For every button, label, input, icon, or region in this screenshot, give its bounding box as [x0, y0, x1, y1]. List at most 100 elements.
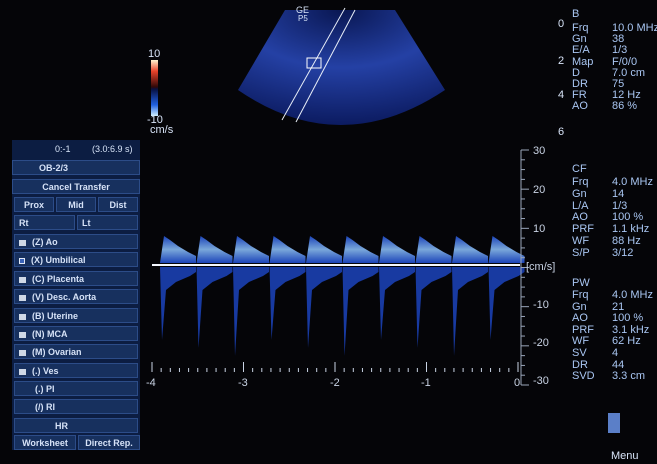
probe-model: P5: [298, 13, 308, 25]
preset-tab[interactable]: OB-2/3: [12, 160, 140, 175]
param-name-text: SV: [572, 347, 587, 359]
vessel-item[interactable]: (M) Ovarian: [14, 344, 138, 359]
depth-label-text: 2: [558, 55, 564, 67]
vessel-item[interactable]: (V) Desc. Aorta: [14, 289, 138, 304]
mode-title-text: PW: [572, 277, 590, 289]
param-value: 1/3: [612, 44, 627, 56]
mode-title-text: CF: [572, 163, 587, 175]
forward-flow: [489, 236, 525, 263]
vessel-item[interactable]: (Z) Ao: [14, 234, 138, 249]
param-value-text: 100 %: [612, 312, 643, 324]
param-value: 86 %: [612, 100, 637, 112]
param-name-text: DR: [572, 78, 588, 90]
menu-button[interactable]: Menu: [611, 450, 639, 462]
side-button[interactable]: Rt: [14, 215, 75, 230]
position-button[interactable]: Dist: [98, 197, 138, 212]
measurement-item[interactable]: (.) PI: [14, 381, 138, 396]
forward-flow: [233, 236, 269, 263]
param-value: 21: [612, 301, 624, 313]
param-value: 1/3: [612, 200, 627, 212]
time-label-text: 0: [514, 377, 520, 389]
param-name: PRF: [572, 324, 594, 336]
footer-button-text: Direct Rep.: [85, 438, 133, 448]
forward-flow: [416, 236, 452, 263]
velocity-label-text: 10: [533, 223, 545, 235]
param-value: 62 Hz: [612, 335, 641, 347]
param-value: F/0/0: [612, 56, 637, 68]
mode-title: CF: [572, 163, 587, 175]
reverse-flow: [197, 267, 233, 348]
param-value-text: 100 %: [612, 211, 643, 223]
measurement-item[interactable]: (/) RI: [14, 399, 138, 414]
footer-button[interactable]: Worksheet: [14, 435, 76, 450]
measurement-item[interactable]: HR: [14, 418, 138, 433]
param-value-text: 14: [612, 188, 624, 200]
param-value-text: 1.1 kHz: [612, 223, 649, 235]
vessel-item[interactable]: (C) Placenta: [14, 271, 138, 286]
vessel-item[interactable]: (B) Uterine: [14, 308, 138, 323]
param-name-text: D: [572, 67, 580, 79]
velocity-label: 20: [533, 184, 545, 196]
velocity-label: -20: [533, 337, 549, 349]
item-icon: [19, 350, 26, 356]
forward-flow: [343, 236, 379, 263]
param-value-text: 75: [612, 78, 624, 90]
param-value-text: 38: [612, 33, 624, 45]
menu-button-text: Menu: [611, 450, 639, 462]
velocity-label: -30: [533, 375, 549, 387]
param-value: 12 Hz: [612, 89, 641, 101]
param-value-text: 3/12: [612, 247, 633, 259]
param-name: Gn: [572, 33, 587, 45]
color-bar-unit-text: cm/s: [150, 124, 173, 136]
velocity-unit: [cm/s]: [526, 261, 555, 273]
time-range: (3.0:6.9 s): [92, 143, 133, 155]
param-name-text: AO: [572, 312, 588, 324]
param-name: Gn: [572, 301, 587, 313]
reverse-flow: [489, 267, 525, 340]
param-name: AO: [572, 211, 588, 223]
param-name: L/A: [572, 200, 589, 212]
param-value-text: 10.0 MHz: [612, 22, 657, 34]
param-value-text: 88 Hz: [612, 235, 641, 247]
menu-icon: [608, 413, 620, 433]
vessel-item-text: (B) Uterine: [32, 311, 78, 321]
position-button[interactable]: Mid: [56, 197, 96, 212]
param-value: 10.0 MHz: [612, 22, 657, 34]
item-icon: [19, 240, 26, 246]
param-name-text: SVD: [572, 370, 595, 382]
param-value: 14: [612, 188, 624, 200]
param-name: Frq: [572, 176, 589, 188]
param-value: 100 %: [612, 211, 643, 223]
side-button[interactable]: Lt: [77, 215, 138, 230]
position-button[interactable]: Prox: [14, 197, 54, 212]
velocity-label-text: -30: [533, 375, 549, 387]
param-name: Map: [572, 56, 593, 68]
param-value: 100 %: [612, 312, 643, 324]
time-label-text: -1: [421, 377, 431, 389]
param-value: 3/12: [612, 247, 633, 259]
item-icon: [19, 314, 26, 320]
param-name: DR: [572, 359, 588, 371]
footer-button-text: Worksheet: [22, 438, 68, 448]
vessel-item-text: (.) Ves: [32, 366, 59, 376]
vessel-item-text: (X) Umbilical: [31, 255, 86, 265]
param-name: DR: [572, 78, 588, 90]
param-value-text: 1/3: [612, 200, 627, 212]
page: { "probe": {"brand": "GE", "model": "P5"…: [0, 0, 657, 464]
param-value: 38: [612, 33, 624, 45]
footer-button[interactable]: Direct Rep.: [78, 435, 140, 450]
side-button-text: Lt: [82, 218, 91, 228]
param-name-text: PRF: [572, 223, 594, 235]
depth-label-text: 6: [558, 126, 564, 138]
depth-label-text: 0: [558, 18, 564, 30]
param-name-text: L/A: [572, 200, 589, 212]
cancel-transfer-button[interactable]: Cancel Transfer: [12, 179, 140, 194]
vessel-item[interactable]: (.) Ves: [14, 363, 138, 378]
param-name: SV: [572, 347, 587, 359]
param-name-text: Gn: [572, 301, 587, 313]
velocity-label-text: -10: [533, 299, 549, 311]
vessel-item[interactable]: (X) Umbilical: [14, 252, 138, 267]
doppler-spectrum: [160, 236, 525, 356]
time-label-text: -3: [238, 377, 248, 389]
vessel-item[interactable]: (N) MCA: [14, 326, 138, 341]
